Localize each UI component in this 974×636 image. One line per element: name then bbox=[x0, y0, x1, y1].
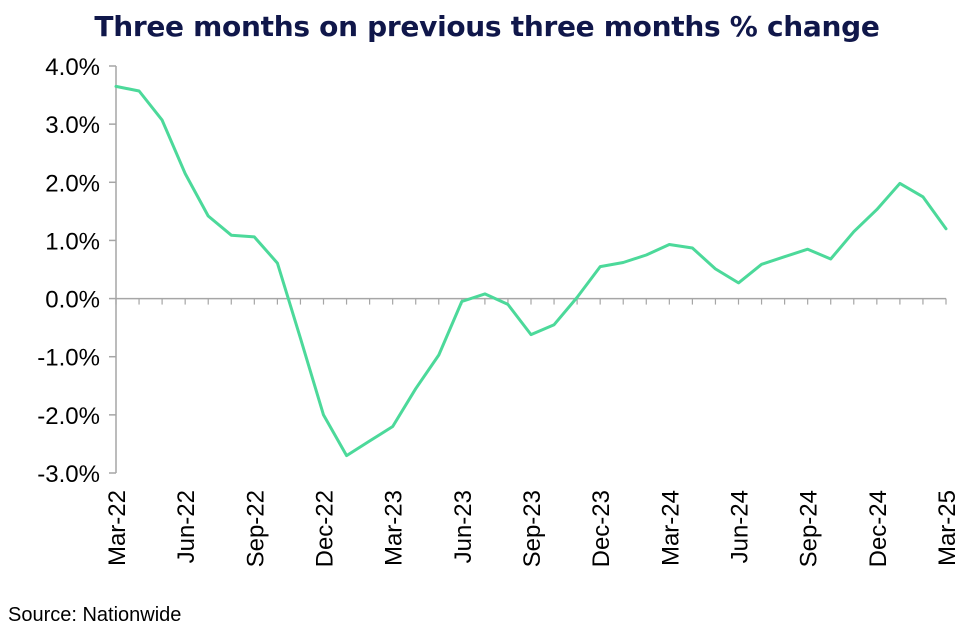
x-tick-label: Sep-24 bbox=[796, 490, 823, 567]
series-line bbox=[114, 84, 948, 458]
y-tick-label: 1.0% bbox=[45, 228, 100, 255]
x-tick-label: Jun-23 bbox=[450, 490, 477, 563]
source-note: Source: Nationwide bbox=[8, 604, 182, 626]
x-tick-label: Jun-22 bbox=[173, 490, 200, 563]
x-tick-label: Sep-23 bbox=[519, 490, 546, 567]
y-axis: 4.0% 3.0% 2.0% 1.0% 0.0% -1.0% -2.0% -3.0% bbox=[37, 54, 117, 488]
x-tick-label: Dec-24 bbox=[865, 490, 892, 567]
x-tick-label: Jun-24 bbox=[727, 490, 754, 563]
x-tick-label: Sep-22 bbox=[242, 490, 269, 567]
x-tick-label: Mar-22 bbox=[104, 490, 131, 566]
y-tick-label: -3.0% bbox=[37, 461, 100, 488]
x-tick-label: Mar-24 bbox=[657, 490, 684, 566]
chart-title: Three months on previous three months % … bbox=[94, 10, 880, 43]
x-tick-label: Dec-22 bbox=[312, 490, 339, 567]
x-tick-label: Mar-25 bbox=[934, 490, 961, 566]
y-tick-label: 2.0% bbox=[45, 170, 100, 197]
x-tick-label: Dec-23 bbox=[588, 490, 615, 567]
y-tick-label: 0.0% bbox=[45, 287, 100, 314]
y-tick-label: -1.0% bbox=[37, 345, 100, 372]
y-tick-label: 3.0% bbox=[45, 112, 100, 139]
x-axis: Mar-22 Jun-22 Sep-22 Dec-22 Mar-23 Jun-23 Sep-… bbox=[104, 297, 961, 567]
y-tick-label: -2.0% bbox=[37, 403, 100, 430]
x-tick-label: Mar-23 bbox=[381, 490, 408, 566]
y-tick-label: 4.0% bbox=[45, 54, 100, 81]
series-group bbox=[114, 84, 948, 458]
